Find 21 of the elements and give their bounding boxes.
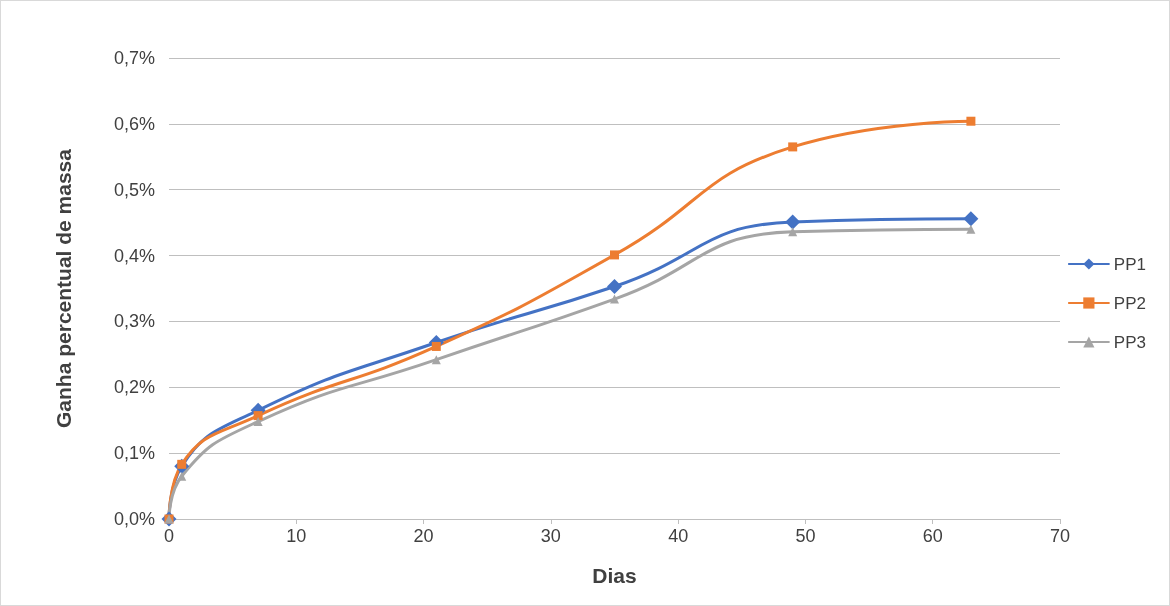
x-tick-label: 10: [286, 526, 307, 546]
x-tick-label: 30: [540, 526, 561, 546]
x-tick-label: 0: [163, 526, 175, 546]
y-tick-label: 0,6%: [113, 113, 155, 134]
y-axis-title: Ganha percentual de massa: [52, 148, 75, 428]
x-axis-title: Dias: [592, 564, 637, 587]
x-tick-label: 50: [795, 526, 816, 546]
x-tick-label: 60: [922, 526, 943, 546]
y-tick-label: 0,7%: [113, 48, 155, 68]
y-tick-label: 0,4%: [113, 245, 155, 266]
y-tick-label: 0,5%: [113, 179, 155, 200]
y-tick-label: 0,1%: [113, 443, 155, 464]
y-tick-label: 0,3%: [113, 311, 155, 332]
x-tick-label: 70: [1049, 526, 1071, 546]
legend-label: PP2: [1113, 293, 1147, 313]
y-tick-label: 0,2%: [113, 377, 155, 398]
legend-label: PP3: [1113, 332, 1147, 352]
legend-label: PP1: [1113, 254, 1147, 274]
x-tick-label: 20: [413, 526, 434, 546]
y-tick-label: 0,0%: [113, 509, 155, 529]
x-tick-label: 40: [668, 526, 689, 546]
